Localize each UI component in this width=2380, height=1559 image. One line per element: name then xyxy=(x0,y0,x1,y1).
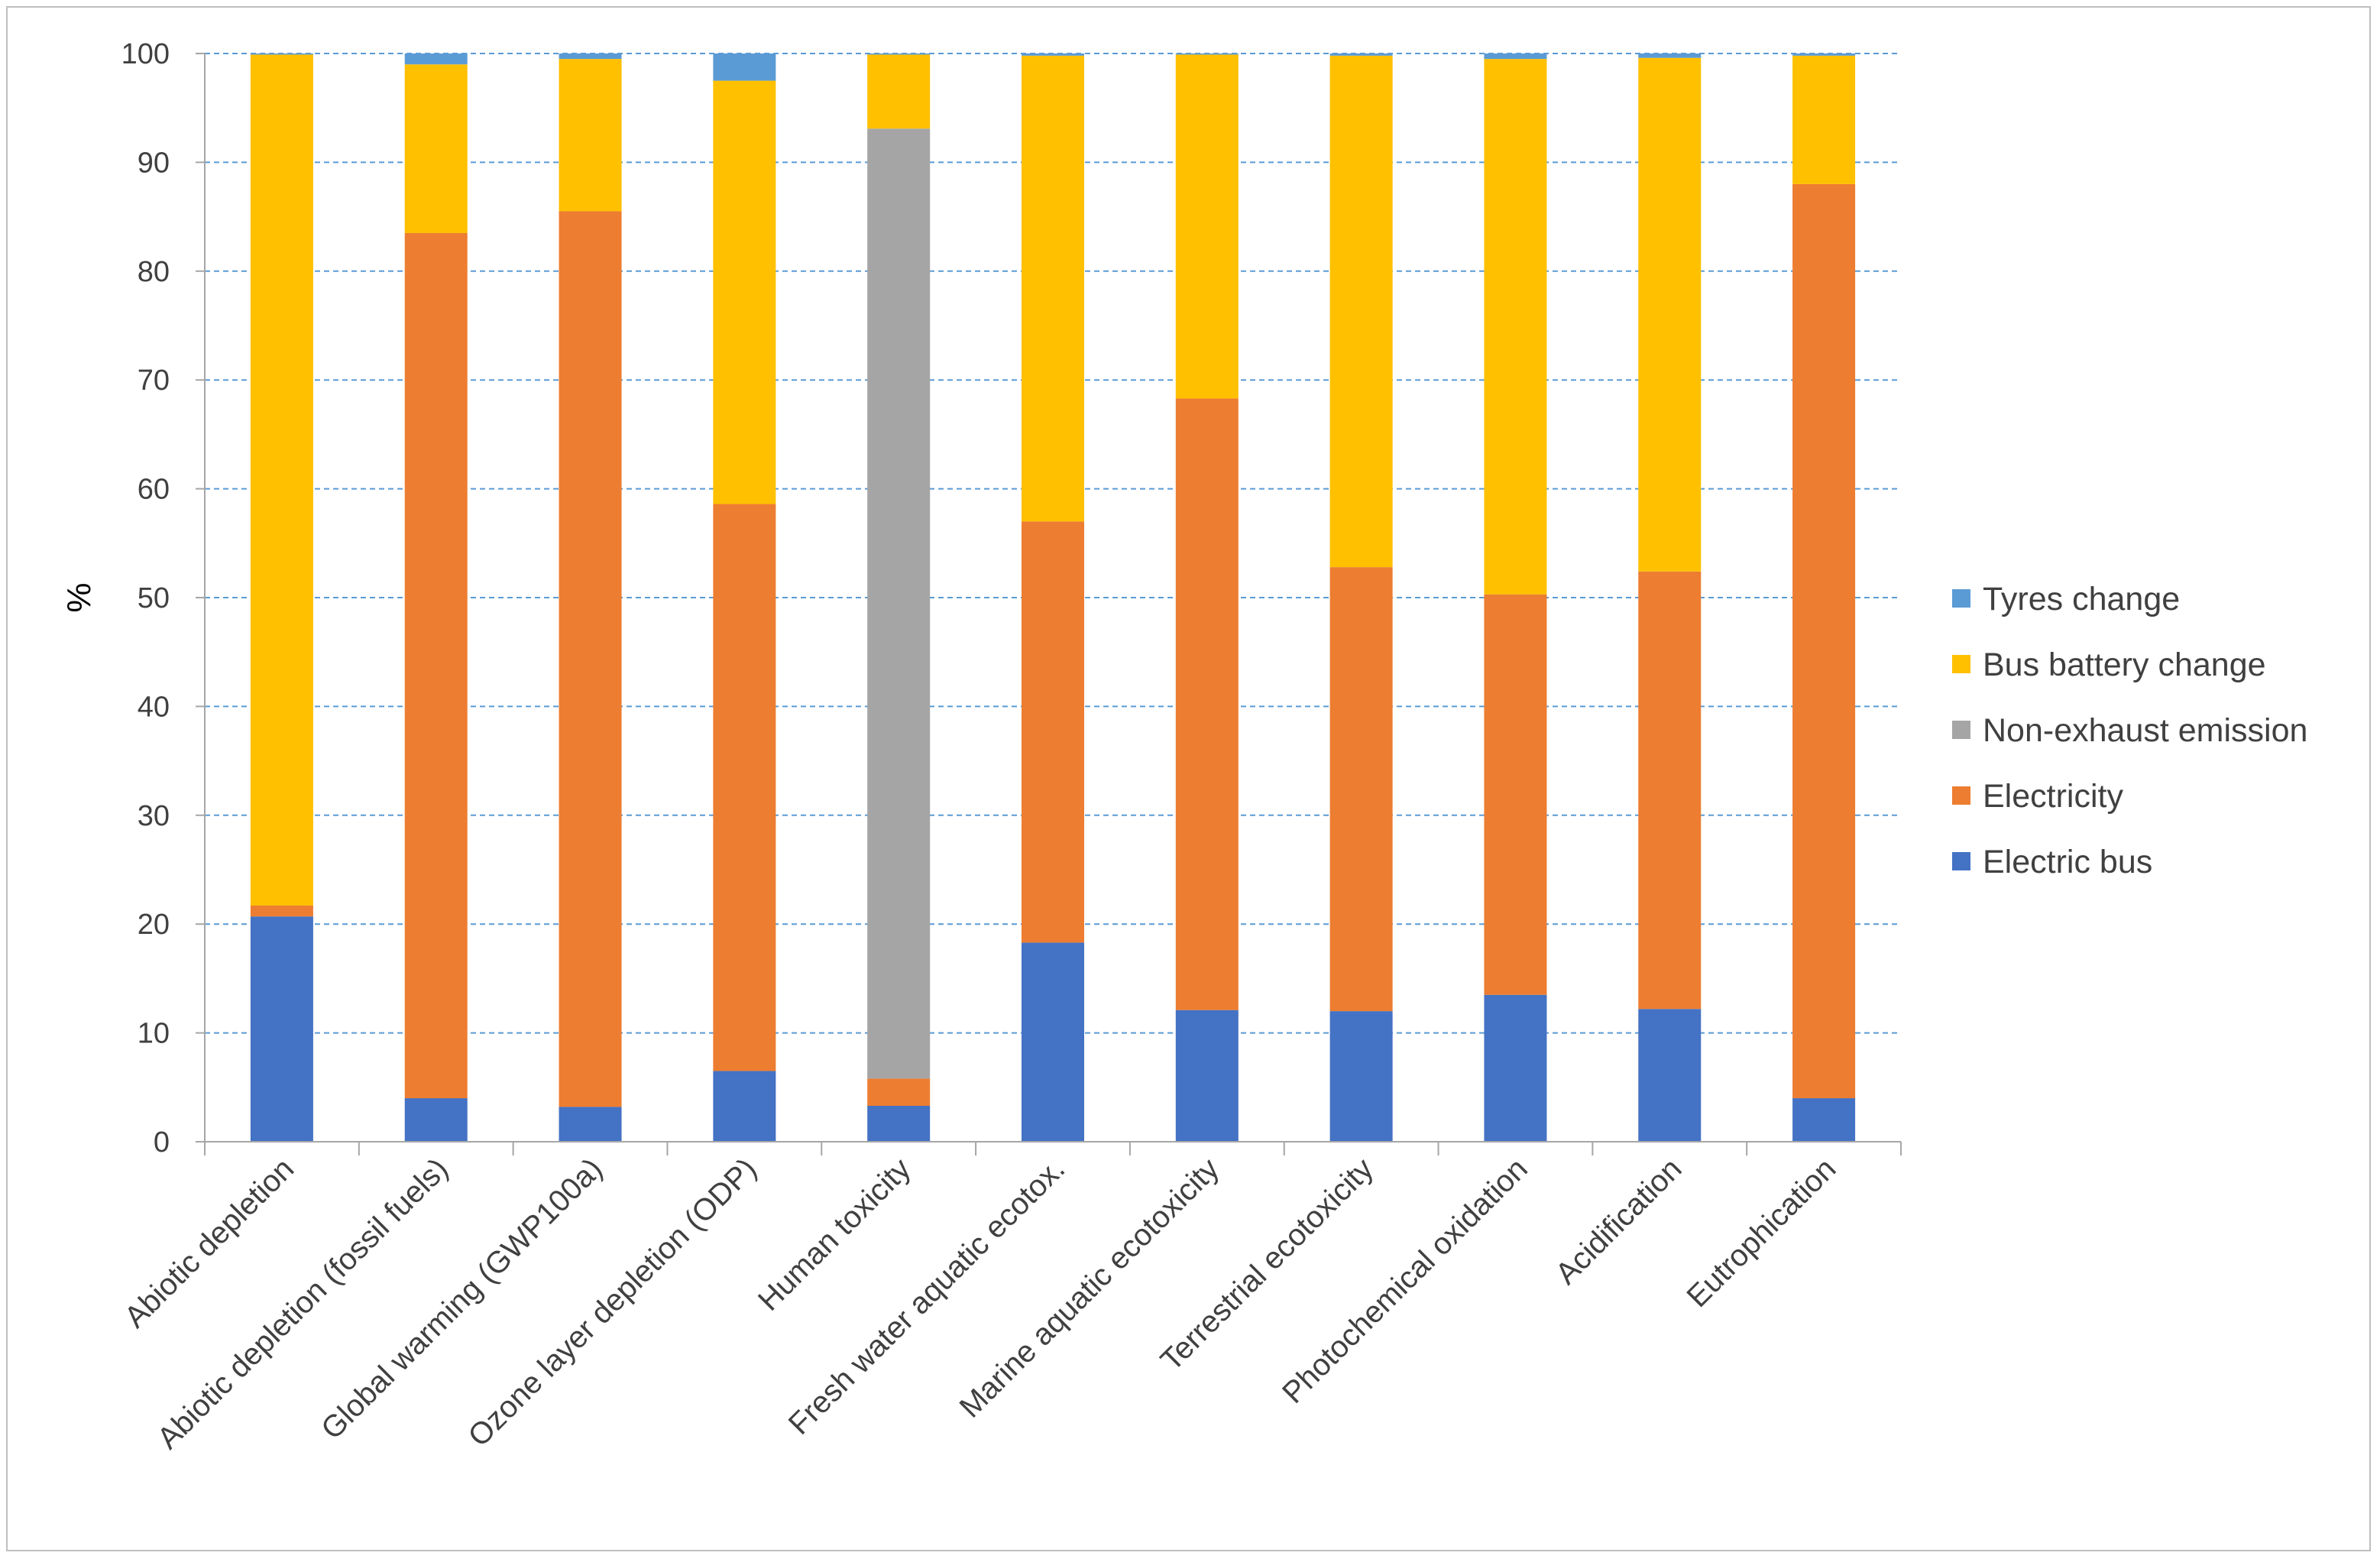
bar-segment-bus-battery-change xyxy=(1175,54,1239,399)
legend-swatch xyxy=(1952,655,1970,673)
x-tick-label: Acidification xyxy=(1549,1152,1689,1291)
y-tick-label: 80 xyxy=(138,256,170,288)
bar-segment-bus-battery-change xyxy=(559,59,622,212)
x-tick-label: Global warming (GWP100a) xyxy=(315,1152,609,1446)
x-tick-label: Marine aquatic ecotoxicity xyxy=(954,1152,1226,1424)
bar-segment-electricity xyxy=(1484,594,1547,995)
bar-segment-tyres-change xyxy=(1329,53,1393,56)
y-tick-label: 60 xyxy=(138,474,170,506)
bar-segment-electric-bus xyxy=(867,1106,931,1142)
bar-segment-bus-battery-change xyxy=(867,54,931,129)
bar-segment-tyres-change xyxy=(1484,53,1547,60)
bar-segment-electric-bus xyxy=(250,916,313,1142)
bar-segment-electric-bus xyxy=(1175,1010,1239,1142)
x-tick-label: Human toxicity xyxy=(752,1152,918,1318)
bar-segment-electricity xyxy=(1329,567,1393,1012)
legend: Tyres change Bus battery change Non-exhaus… xyxy=(1952,581,2307,880)
bar-segment-electricity xyxy=(404,232,468,1099)
bar-segment-electricity xyxy=(1022,521,1084,943)
x-tick-label: Abiotic depletion xyxy=(118,1152,301,1334)
bar-segment-electric-bus xyxy=(1638,1009,1702,1142)
bar-segment-tyres-change xyxy=(1638,53,1702,58)
bar-segment-tyres-change xyxy=(559,53,622,60)
x-tick-label: Eutrophication xyxy=(1681,1152,1843,1314)
bar-segment-bus-battery-change xyxy=(1792,55,1856,184)
bar-segment-electric-bus xyxy=(1792,1098,1856,1142)
bar-segment-bus-battery-change xyxy=(404,64,468,233)
bar-segment-tyres-change xyxy=(1175,53,1239,55)
y-tick-label: 20 xyxy=(138,909,170,941)
y-tick-label: 70 xyxy=(138,365,170,397)
bar-segment-electric-bus xyxy=(404,1098,468,1142)
bar-segment-tyres-change xyxy=(867,53,931,55)
bar-segment-bus-battery-change xyxy=(250,54,313,906)
bar-segment-electric-bus xyxy=(1022,942,1084,1142)
chart-frame xyxy=(6,6,2371,1551)
legend-swatch xyxy=(1952,786,1970,805)
y-axis-label: % xyxy=(60,582,98,612)
y-tick-label: 50 xyxy=(138,582,170,614)
bar-segment-tyres-change xyxy=(404,53,468,65)
bar-segment-non-exhaust-emission xyxy=(867,128,931,1079)
x-tick-label: Fresh water aquatic ecotox. xyxy=(782,1152,1072,1441)
x-tick-label: Abiotic depletion (fossil fuels) xyxy=(151,1152,455,1455)
bar-segment-electric-bus xyxy=(559,1107,622,1142)
legend-label: Electric bus xyxy=(1983,844,2152,880)
bar-segment-electricity xyxy=(1175,398,1239,1010)
legend-swatch xyxy=(1952,721,1970,739)
y-tick-label: 40 xyxy=(138,691,170,723)
bars xyxy=(250,53,1856,1142)
y-tick-labels: 0 10 20 30 40 50 60 70 80 90 100 xyxy=(121,38,170,1159)
legend-label: Tyres change xyxy=(1983,581,2180,617)
legend-label: Electricity xyxy=(1983,778,2123,815)
x-tick-label: Photochemical oxidation xyxy=(1276,1152,1534,1410)
bar-segment-tyres-change xyxy=(713,53,776,81)
legend-swatch xyxy=(1952,589,1970,608)
bar-segment-tyres-change xyxy=(250,53,313,55)
y-tick-label: 100 xyxy=(121,38,170,70)
bar-segment-electricity xyxy=(559,211,622,1107)
bar-segment-bus-battery-change xyxy=(1638,57,1702,572)
bar-segment-electric-bus xyxy=(713,1071,776,1142)
legend-label: Bus battery change xyxy=(1983,647,2266,683)
bar-segment-tyres-change xyxy=(1022,53,1084,56)
y-tick-label: 30 xyxy=(138,800,170,832)
x-tick-label: Ozone layer depletion (ODP) xyxy=(461,1152,763,1453)
bar-segment-electricity xyxy=(1792,183,1856,1099)
bar-segment-bus-battery-change xyxy=(713,80,776,504)
axes xyxy=(196,53,1902,1155)
y-tick-label: 0 xyxy=(154,1126,170,1159)
bar-segment-electricity xyxy=(867,1078,931,1107)
bar-segment-electric-bus xyxy=(1484,994,1547,1142)
bar-segment-tyres-change xyxy=(1792,53,1856,56)
bar-segment-electricity xyxy=(713,504,776,1071)
bar-segment-electric-bus xyxy=(1329,1011,1393,1142)
bar-segment-electricity xyxy=(1638,571,1702,1010)
bar-segment-electricity xyxy=(250,905,313,917)
bar-segment-bus-battery-change xyxy=(1329,55,1393,568)
bar-segment-bus-battery-change xyxy=(1022,55,1084,522)
y-tick-label: 10 xyxy=(138,1018,170,1050)
legend-swatch xyxy=(1952,852,1970,870)
y-tick-label: 90 xyxy=(138,147,170,179)
bar-segment-bus-battery-change xyxy=(1484,59,1547,595)
legend-label: Non-exhaust emission xyxy=(1983,712,2307,749)
